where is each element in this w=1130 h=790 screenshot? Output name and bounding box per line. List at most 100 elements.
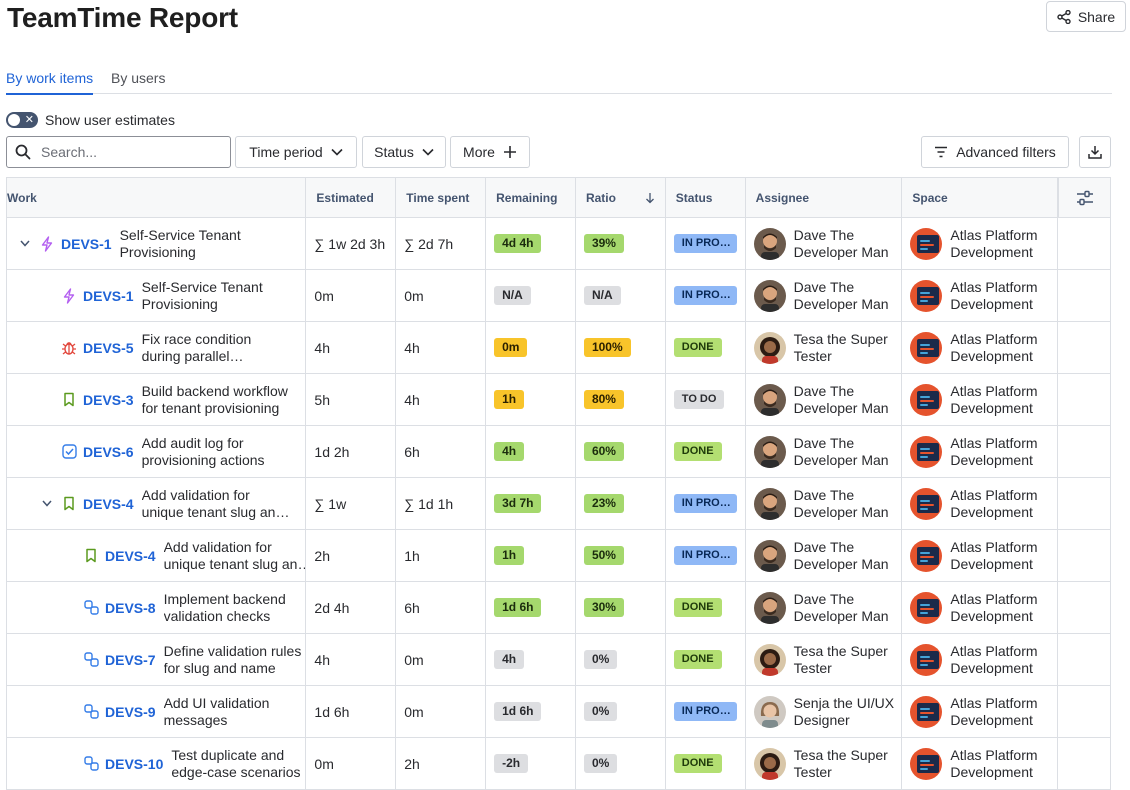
space-name: Atlas Platform Development (950, 226, 1038, 260)
status-badge[interactable]: IN PROGRESS (673, 546, 737, 565)
space-name: Atlas Platform Development (950, 434, 1038, 468)
ratio-cell: 80% (576, 374, 666, 425)
work-cell: DEVS-7 Define validation rules for slug a… (7, 634, 307, 685)
assignee-cell[interactable]: Tesa the Super Tester (746, 634, 903, 685)
column-header-estimated[interactable]: Estimated (306, 178, 397, 217)
table-row: DEVS-9 Add UI validation messages 1d 6h 0m 1… (7, 686, 1110, 738)
issue-key-link[interactable]: DEVS-4 (83, 495, 134, 512)
assignee-cell[interactable]: Dave The Developer Man (746, 530, 903, 581)
space-cell[interactable]: Atlas Platform Development (902, 374, 1059, 425)
issue-key-link[interactable]: DEVS-5 (83, 339, 134, 356)
tab-by-users[interactable]: By users (111, 70, 166, 86)
assignee-cell[interactable]: Tesa the Super Tester (746, 738, 903, 789)
issue-key-link[interactable]: DEVS-9 (105, 703, 156, 720)
space-cell[interactable]: Atlas Platform Development (902, 634, 1059, 685)
row-actions-cell (1058, 582, 1110, 633)
issue-key-link[interactable]: DEVS-1 (61, 235, 112, 252)
space-cell[interactable]: Atlas Platform Development (902, 426, 1059, 477)
remaining-lozenge: 3d 7h (494, 494, 542, 513)
row-actions-cell (1058, 634, 1110, 685)
ratio-cell: 0% (576, 686, 666, 737)
status-badge[interactable]: IN PROGRESS (673, 234, 737, 253)
share-button[interactable]: Share (1046, 1, 1126, 32)
column-header-status[interactable]: Status (666, 178, 746, 217)
issue-key-link[interactable]: DEVS-3 (83, 391, 134, 408)
time-spent-value: ∑ 2d 7h (396, 218, 487, 269)
space-avatar (910, 643, 943, 676)
column-header-assignee[interactable]: Assignee (746, 178, 903, 217)
avatar (753, 487, 786, 520)
assignee-cell[interactable]: Senja the UI/UX Designer (746, 686, 903, 737)
space-name: Atlas Platform Development (950, 694, 1038, 728)
assignee-cell[interactable]: Dave The Developer Man (746, 270, 903, 321)
space-cell[interactable]: Atlas Platform Development (902, 686, 1059, 737)
assignee-cell[interactable]: Dave The Developer Man (746, 374, 903, 425)
space-cell[interactable]: Atlas Platform Development (902, 322, 1059, 373)
work-cell: DEVS-8 Implement backend validation check… (7, 582, 307, 633)
table-row: DEVS-3 Build backend workflow for tenant … (7, 374, 1110, 426)
column-header-time-spent[interactable]: Time spent (396, 178, 487, 217)
status-badge[interactable]: IN PROGRESS (673, 702, 737, 721)
expand-toggle[interactable] (17, 240, 33, 247)
status-badge[interactable]: IN PROGRESS (673, 494, 737, 513)
assignee-cell[interactable]: Dave The Developer Man (746, 218, 903, 269)
issue-key-link[interactable]: DEVS-7 (105, 651, 156, 668)
assignee-cell[interactable]: Dave The Developer Man (746, 478, 903, 529)
status-badge[interactable]: DONE (673, 754, 722, 773)
status-badge[interactable]: IN PROGRESS (673, 286, 737, 305)
status-cell: DONE (666, 426, 746, 477)
story-icon (61, 496, 77, 512)
column-header-ratio[interactable]: Ratio (576, 178, 666, 217)
table-row: DEVS-1 Self-Service Tenant Provisioning 0m… (7, 270, 1110, 322)
remaining-cell: 1d 6h (486, 582, 576, 633)
space-cell[interactable]: Atlas Platform Development (902, 218, 1059, 269)
estimated-value: ∑ 1w (306, 478, 397, 529)
estimated-value: 0m (306, 738, 397, 789)
assignee-name: Tesa the Super Tester (793, 642, 888, 676)
space-cell[interactable]: Atlas Platform Development (902, 270, 1059, 321)
column-header-space[interactable]: Space (902, 178, 1059, 217)
assignee-cell[interactable]: Dave The Developer Man (746, 426, 903, 477)
issue-key-link[interactable]: DEVS-6 (83, 443, 134, 460)
assignee-cell[interactable]: Tesa the Super Tester (746, 322, 903, 373)
advanced-filters-button[interactable]: Advanced filters (921, 136, 1069, 168)
space-cell[interactable]: Atlas Platform Development (902, 582, 1059, 633)
filter-lines-icon (935, 146, 948, 158)
space-cell[interactable]: Atlas Platform Development (902, 478, 1059, 529)
issue-key-link[interactable]: DEVS-4 (105, 547, 156, 564)
space-cell[interactable]: Atlas Platform Development (902, 530, 1059, 581)
avatar (753, 695, 786, 728)
space-avatar (910, 591, 943, 624)
tab-by-work-items[interactable]: By work items (6, 70, 94, 95)
more-filters-button[interactable]: More (450, 136, 530, 168)
remaining-lozenge: 4d 4h (494, 234, 542, 253)
column-settings-button[interactable] (1058, 178, 1110, 217)
column-header-work[interactable]: Work (7, 178, 307, 217)
status-badge[interactable]: DONE (673, 338, 722, 357)
column-header-remaining[interactable]: Remaining (486, 178, 576, 217)
space-cell[interactable]: Atlas Platform Development (902, 738, 1059, 789)
search-input[interactable] (39, 143, 219, 161)
status-cell: DONE (666, 634, 746, 685)
export-button[interactable] (1079, 136, 1111, 168)
issue-summary: Define validation rules for slug and nam… (163, 642, 302, 676)
issue-key-link[interactable]: DEVS-1 (83, 287, 134, 304)
assignee-name: Dave The Developer Man (793, 590, 889, 624)
chevron-down-icon (42, 500, 52, 507)
status-filter[interactable]: Status (362, 136, 446, 168)
expand-toggle[interactable] (39, 500, 55, 507)
user-estimates-toggle[interactable]: ✕ (6, 112, 38, 128)
time-period-filter[interactable]: Time period (235, 136, 357, 168)
issue-key-link[interactable]: DEVS-8 (105, 599, 156, 616)
status-badge[interactable]: DONE (673, 650, 722, 669)
work-cell: DEVS-1 Self-Service Tenant Provisioning (7, 270, 307, 321)
time-spent-value: ∑ 1d 1h (396, 478, 487, 529)
status-badge[interactable]: DONE (673, 442, 722, 461)
more-label: More (463, 144, 495, 160)
status-badge[interactable]: DONE (673, 598, 722, 617)
row-actions-cell (1058, 426, 1110, 477)
issue-key-link[interactable]: DEVS-10 (105, 755, 164, 772)
assignee-cell[interactable]: Dave The Developer Man (746, 582, 903, 633)
status-badge[interactable]: TO DO (673, 390, 725, 409)
sort-arrow-down-icon (645, 192, 654, 203)
